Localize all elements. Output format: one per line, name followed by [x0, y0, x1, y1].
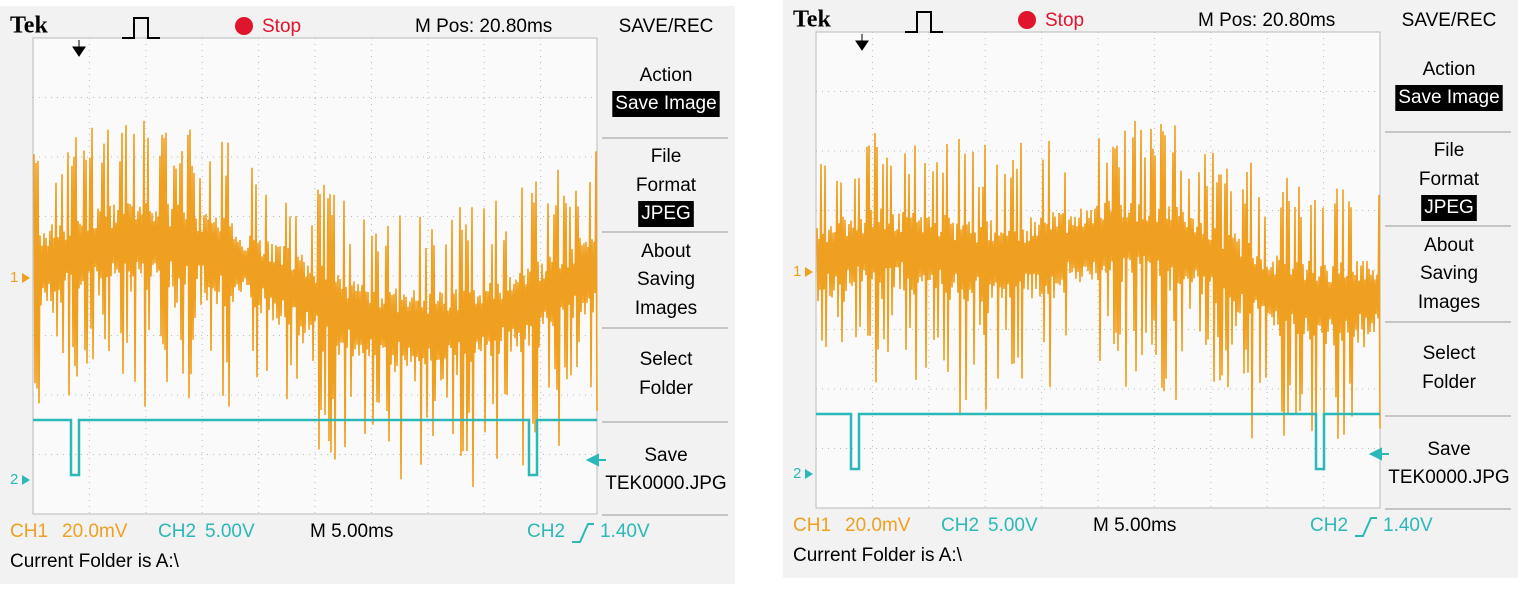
menu-text: File	[1434, 140, 1465, 161]
ch2-waveform	[33, 418, 597, 477]
ch1-scale: 20.0mV	[845, 515, 911, 536]
trigger-level: 1.40V	[600, 521, 650, 542]
scope-screen: Tek Stop M Pos: 20.80ms SAVE/REC Action Save …	[783, 0, 1518, 578]
ch1-waveform	[816, 120, 1381, 439]
menu-highlight	[612, 91, 720, 117]
run-state: Stop	[262, 16, 301, 37]
ch2-marker: 2	[10, 471, 18, 488]
pulse-icon	[122, 17, 160, 39]
trigger-arrow	[855, 34, 869, 51]
ch2-scale: 5.00V	[988, 515, 1038, 536]
position: M Pos: 20.80ms	[1198, 10, 1335, 31]
brand: Tek	[10, 13, 48, 39]
time-scale: M 5.00ms	[310, 521, 393, 542]
menu-text: Save	[644, 445, 687, 466]
brand: Tek	[793, 7, 831, 33]
menu-text: Saving	[1420, 263, 1478, 284]
menu-highlight	[1421, 195, 1477, 221]
menu-text: Action	[640, 65, 693, 86]
trigger-level-arrow	[585, 453, 606, 467]
position: M Pos: 20.80ms	[415, 16, 552, 37]
trigger-level-arrow	[1368, 447, 1389, 461]
menu-text: Images	[1418, 292, 1480, 313]
menu-text: About	[641, 241, 691, 262]
ch2-marker: 2	[793, 465, 801, 482]
trigger-slope	[1355, 517, 1377, 537]
time-scale: M 5.00ms	[1093, 515, 1176, 536]
menu-text: Save	[1427, 439, 1470, 460]
stop-icon	[1018, 11, 1036, 29]
menu-text: Select	[640, 349, 694, 370]
ch2-label: CH2	[941, 515, 979, 536]
stop-icon	[235, 17, 253, 35]
menu-text: TEK0000.JPG	[605, 473, 726, 494]
ch1-scale: 20.0mV	[62, 521, 128, 542]
run-state: Stop	[1045, 10, 1084, 31]
ch1-marker-arrow	[805, 267, 813, 277]
ch1-waveform	[33, 120, 598, 487]
trigger-source: CH2	[527, 521, 565, 542]
ch1-label: CH1	[793, 515, 831, 536]
menu-text: JPEG	[641, 203, 691, 224]
menu-highlight	[638, 201, 694, 227]
menu-text: Select	[1423, 343, 1477, 364]
menu-text: JPEG	[1424, 197, 1474, 218]
ch1-marker: 1	[10, 269, 18, 286]
menu-text: Save Image	[1398, 87, 1499, 108]
menu-text: Folder	[1422, 372, 1477, 393]
ch1-marker-arrow	[22, 273, 30, 283]
menu-text: Format	[636, 175, 697, 196]
menu-title: SAVE/REC	[1402, 10, 1497, 31]
trigger-slope	[572, 523, 594, 543]
menu-text: Folder	[639, 378, 694, 399]
ch2-scale: 5.00V	[205, 521, 255, 542]
trigger-arrow	[72, 40, 86, 57]
menu-text: Format	[1419, 169, 1480, 190]
trigger-source: CH2	[1310, 515, 1348, 536]
menu-text: About	[1424, 235, 1474, 256]
ch2-label: CH2	[158, 521, 196, 542]
ch2-waveform	[816, 412, 1380, 471]
trigger-level: 1.40V	[1383, 515, 1433, 536]
menu-title: SAVE/REC	[619, 16, 714, 37]
menu-text: TEK0000.JPG	[1388, 467, 1509, 488]
status-line: Current Folder is A:\	[10, 551, 180, 572]
ch2-marker-arrow	[22, 475, 30, 485]
scope-screen: Tek Stop M Pos: 20.80ms SAVE/REC Action Save …	[0, 6, 735, 584]
ch2-marker-arrow	[805, 469, 813, 479]
menu-text: File	[651, 146, 682, 167]
status-line: Current Folder is A:\	[793, 545, 963, 566]
menu-text: Save Image	[615, 93, 716, 114]
ch1-label: CH1	[10, 521, 48, 542]
menu-text: Action	[1423, 59, 1476, 80]
menu-text: Saving	[637, 269, 695, 290]
menu-highlight	[1395, 85, 1503, 111]
ch1-marker: 1	[793, 263, 801, 280]
menu-text: Images	[635, 298, 697, 319]
pulse-icon	[905, 11, 943, 33]
